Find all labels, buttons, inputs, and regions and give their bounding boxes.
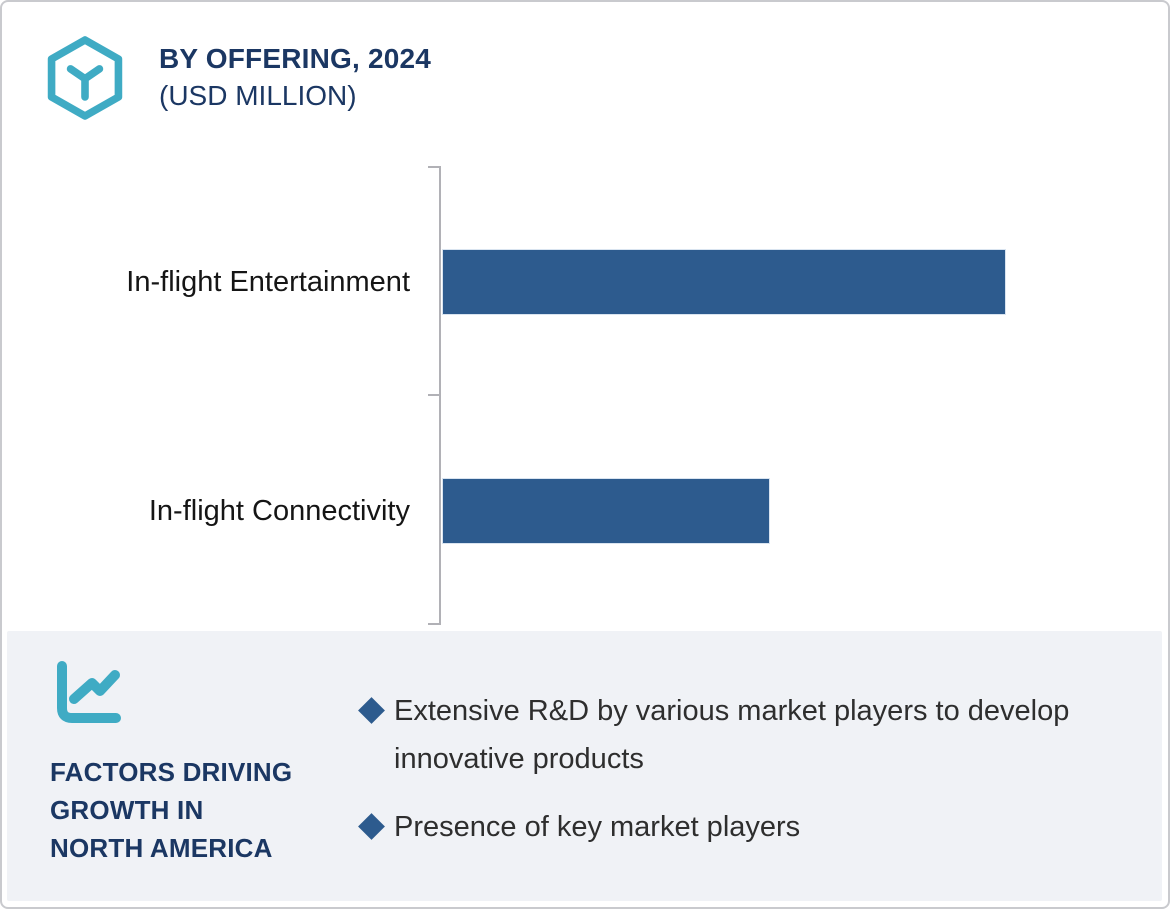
factor-bullet: Extensive R&D by various market players … bbox=[358, 687, 1092, 783]
category-label: In-flight Connectivity bbox=[148, 495, 410, 527]
chart-subtitle: (USD MILLION) bbox=[159, 80, 357, 111]
chart-header: BY OFFERING, 2024 (USD MILLION) bbox=[159, 40, 431, 114]
factor-bullet-text: Extensive R&D by various market players … bbox=[394, 695, 1070, 775]
bar bbox=[442, 478, 770, 544]
factor-bullet-text: Presence of key market players bbox=[394, 811, 801, 843]
factors-title: FACTORS DRIVING GROWTH IN NORTH AMERICA bbox=[50, 753, 350, 867]
axis-tick bbox=[428, 394, 440, 396]
factor-bullet: Presence of key market players bbox=[358, 803, 1092, 851]
axis-tick bbox=[428, 623, 440, 625]
trend-line-chart-icon bbox=[57, 661, 121, 723]
diamond-bullet-icon bbox=[358, 813, 385, 840]
axis-tick bbox=[428, 166, 440, 168]
chart-title: BY OFFERING, 2024 bbox=[159, 43, 432, 74]
factors-panel: FACTORS DRIVING GROWTH IN NORTH AMERICA … bbox=[7, 631, 1162, 901]
factors-title-line: GROWTH IN bbox=[50, 795, 204, 825]
bar bbox=[442, 249, 1006, 315]
category-label: In-flight Entertainment bbox=[126, 266, 410, 298]
diamond-bullet-icon bbox=[358, 697, 385, 724]
factors-bullet-list: Extensive R&D by various market players … bbox=[358, 687, 1092, 851]
factors-title-line: FACTORS DRIVING bbox=[50, 757, 293, 787]
factors-title-line: NORTH AMERICA bbox=[50, 833, 273, 863]
y-axis-line bbox=[439, 166, 441, 625]
hexagon-cube-icon bbox=[47, 36, 123, 120]
